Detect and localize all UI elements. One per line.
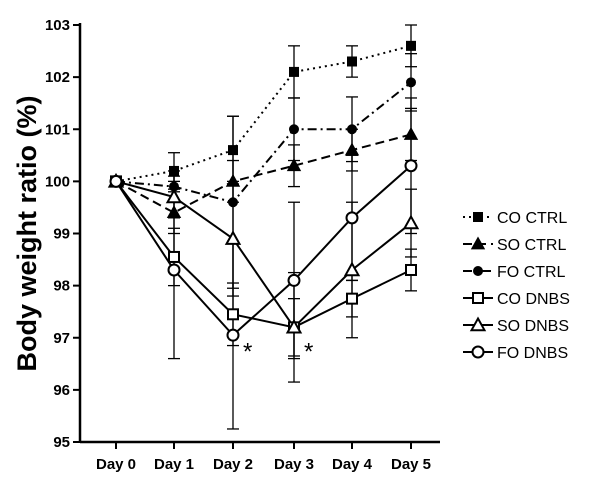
co-ctrl-point bbox=[228, 145, 238, 156]
legend-marker-so-ctrl bbox=[470, 236, 486, 250]
x-tick-label: Day 3 bbox=[274, 456, 314, 473]
so-dnbs-line bbox=[115, 180, 412, 329]
legend-label-co-dnbs: CO DNBS bbox=[497, 291, 570, 308]
error-bars bbox=[168, 24, 417, 430]
legend-label-so-ctrl: SO CTRL bbox=[497, 237, 566, 254]
co-dnbs-point bbox=[346, 292, 358, 305]
legend-marker-fo-ctrl bbox=[473, 266, 483, 276]
so-dnbs-point bbox=[343, 261, 361, 277]
x-tick-label: Day 2 bbox=[213, 456, 253, 473]
fo-ctrl-point bbox=[347, 124, 357, 135]
legend-label-fo-dnbs: FO DNBS bbox=[497, 345, 568, 362]
so-dnbs-point bbox=[285, 318, 303, 334]
significance-marker: * bbox=[243, 339, 252, 366]
so-dnbs-point bbox=[165, 188, 183, 204]
y-tick-label: 103 bbox=[45, 17, 70, 34]
y-axis-title: Body weight ratio (%) bbox=[12, 96, 42, 372]
so-ctrl-point bbox=[166, 205, 182, 219]
fo-dnbs-point bbox=[109, 174, 123, 188]
y-tick-label: 97 bbox=[53, 330, 70, 347]
so-dnbs-point bbox=[402, 214, 420, 230]
co-ctrl-line bbox=[115, 44, 412, 183]
co-dnbs-point bbox=[227, 308, 239, 321]
y-tick-label: 96 bbox=[53, 382, 70, 399]
y-tick-label: 102 bbox=[45, 69, 70, 86]
fo-dnbs-line bbox=[115, 164, 412, 337]
y-tick-label: 101 bbox=[45, 121, 70, 138]
x-tick-label: Day 5 bbox=[391, 456, 431, 473]
fo-dnbs-point bbox=[287, 273, 301, 287]
legend-label-so-dnbs: SO DNBS bbox=[497, 318, 569, 335]
so-ctrl-point bbox=[403, 126, 419, 140]
co-dnbs-line bbox=[115, 180, 412, 329]
y-tick-label: 95 bbox=[53, 434, 70, 451]
so-ctrl-point bbox=[286, 158, 302, 172]
co-ctrl-point bbox=[169, 165, 179, 176]
y-tick-label: 98 bbox=[53, 278, 70, 295]
legend: CO CTRL SO CTRL FO CTRL CO DNBS SO DNBS FO DN… bbox=[463, 210, 570, 362]
y-tick-label: 99 bbox=[53, 226, 70, 243]
x-tick-label: Day 4 bbox=[332, 456, 373, 473]
x-tick-label: Day 1 bbox=[154, 456, 194, 473]
fo-dnbs-point bbox=[226, 328, 240, 342]
fo-ctrl-point bbox=[406, 77, 416, 88]
so-dnbs-point bbox=[224, 230, 242, 245]
fo-ctrl-line bbox=[115, 81, 412, 204]
co-dnbs-point bbox=[405, 263, 417, 276]
legend-label-fo-ctrl: FO CTRL bbox=[497, 264, 566, 281]
co-ctrl-point bbox=[406, 40, 416, 51]
so-ctrl-point bbox=[225, 173, 241, 187]
co-dnbs-point bbox=[168, 250, 180, 263]
fo-ctrl-point bbox=[289, 124, 299, 135]
fo-dnbs-point bbox=[167, 263, 181, 277]
legend-marker-fo-dnbs bbox=[471, 345, 485, 359]
annotations: * * bbox=[243, 339, 313, 366]
co-ctrl-point bbox=[347, 56, 357, 67]
significance-marker: * bbox=[304, 339, 313, 366]
series-lines bbox=[115, 44, 412, 337]
y-tick-label: 100 bbox=[45, 173, 70, 190]
legend-marker-so-dnbs bbox=[469, 316, 487, 332]
so-ctrl-line bbox=[115, 133, 412, 214]
legend-marker-co-dnbs bbox=[472, 292, 484, 304]
fo-dnbs-point bbox=[345, 211, 359, 225]
axes: 95 96 97 98 99 100 101 102 103 Day 0 Day 1 Day 2 Day… bbox=[12, 17, 440, 473]
x-tick-label: Day 0 bbox=[96, 456, 136, 473]
fo-ctrl-point bbox=[228, 197, 238, 208]
series-markers bbox=[107, 40, 420, 342]
legend-marker-co-ctrl bbox=[473, 212, 483, 222]
fo-dnbs-point bbox=[404, 159, 418, 173]
co-ctrl-point bbox=[289, 66, 299, 77]
legend-label-co-ctrl: CO CTRL bbox=[497, 210, 567, 227]
so-ctrl-point bbox=[344, 142, 360, 156]
